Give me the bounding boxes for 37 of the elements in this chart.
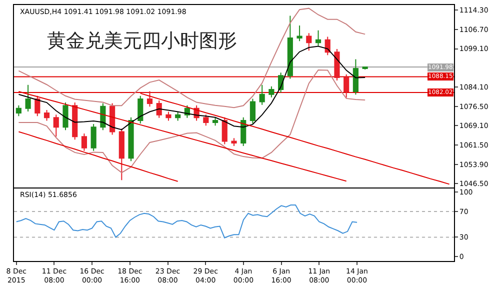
candlestick <box>344 74 350 98</box>
candlestick <box>250 98 256 124</box>
candlestick <box>44 109 50 122</box>
candlestick <box>306 32 312 52</box>
candlestick <box>287 15 293 80</box>
candlestick <box>90 124 96 152</box>
candlestick <box>352 58 358 96</box>
candlestick <box>118 128 124 181</box>
candlestick <box>72 102 78 140</box>
candlestick <box>362 66 368 70</box>
candlestick <box>16 104 22 117</box>
candlestick <box>34 95 40 117</box>
line-series <box>18 70 366 174</box>
candlestick <box>53 114 59 138</box>
line-series <box>18 131 178 182</box>
candlestick <box>146 90 153 108</box>
candlestick <box>138 95 144 124</box>
candlestick <box>334 48 340 82</box>
candlestick <box>128 116 134 162</box>
line-series <box>16 204 358 238</box>
candlestick <box>62 102 68 131</box>
candlestick <box>156 100 162 118</box>
line-series <box>18 8 366 108</box>
candlestick <box>175 111 181 122</box>
candlestick <box>296 24 302 42</box>
candlestick <box>315 30 322 46</box>
candlestick <box>25 84 31 112</box>
candlestick <box>203 114 209 126</box>
candlestick <box>212 116 218 126</box>
candlestick <box>81 133 88 152</box>
annotation: 黄金兑美元四小时图形 <box>47 30 237 52</box>
candlestick <box>268 86 274 98</box>
candlestick <box>222 116 228 145</box>
candlestick <box>166 111 172 122</box>
candlestick <box>231 138 237 147</box>
candlestick <box>240 116 246 147</box>
candlestick <box>259 84 265 106</box>
